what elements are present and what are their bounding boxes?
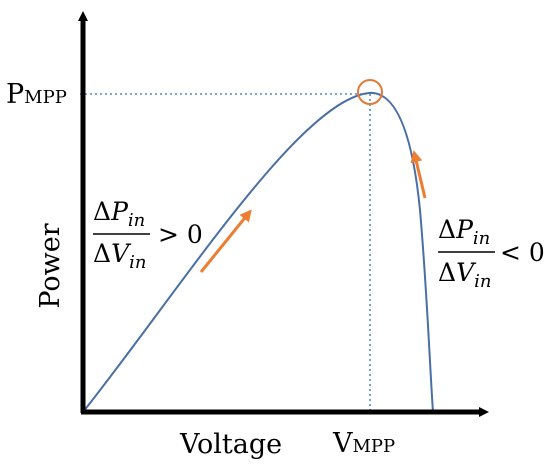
right-denominator: ΔVin xyxy=(438,258,491,292)
falling-slope-arrow xyxy=(410,150,427,199)
right-numerator: ΔPin xyxy=(438,215,490,249)
left-slope-condition: ΔPin ΔVin > 0 xyxy=(93,197,203,273)
left-relation: > 0 xyxy=(158,220,203,249)
rising-slope-arrow xyxy=(199,209,252,273)
power-voltage-curve xyxy=(82,91,434,413)
right-relation: < 0 xyxy=(500,238,545,267)
x-axis-title: Voltage xyxy=(179,429,282,460)
left-numerator: ΔPin xyxy=(93,197,145,231)
p-mpp-label: PMPP xyxy=(6,79,67,110)
p-mpp-label-main: P xyxy=(6,79,24,110)
mpp-marker-circle xyxy=(357,79,383,105)
right-slope-condition: ΔPin ΔVin < 0 xyxy=(438,215,545,292)
v-mpp-label-sub: MPP xyxy=(353,436,396,457)
left-denominator: ΔVin xyxy=(93,239,146,273)
v-mpp-label: VMPP xyxy=(332,428,395,459)
v-mpp-label-main: V xyxy=(332,428,353,459)
y-axis-title: Power xyxy=(35,223,66,308)
p-mpp-label-sub: MPP xyxy=(24,87,67,108)
